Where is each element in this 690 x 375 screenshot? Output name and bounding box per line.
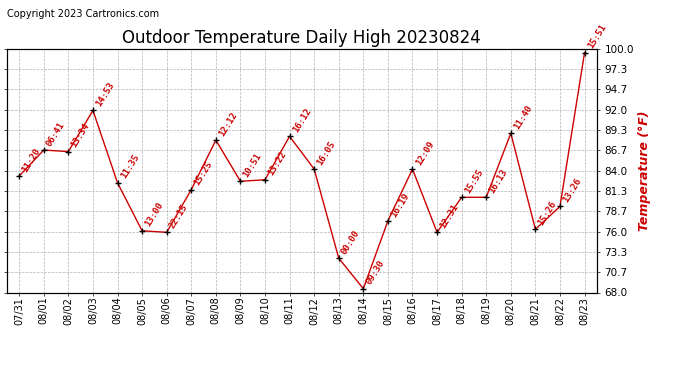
Text: 13:34: 13:34 bbox=[70, 122, 92, 149]
Text: 09:30: 09:30 bbox=[364, 259, 386, 286]
Text: 10:51: 10:51 bbox=[241, 152, 264, 179]
Title: Outdoor Temperature Daily High 20230824: Outdoor Temperature Daily High 20230824 bbox=[123, 29, 481, 47]
Text: 00:00: 00:00 bbox=[340, 228, 362, 256]
Text: 16:19: 16:19 bbox=[389, 191, 411, 219]
Text: 13:22: 13:22 bbox=[266, 150, 288, 177]
Y-axis label: Temperature (°F): Temperature (°F) bbox=[638, 110, 651, 231]
Text: 16:13: 16:13 bbox=[487, 168, 509, 195]
Text: 13:00: 13:00 bbox=[144, 201, 165, 228]
Text: 13:26: 13:26 bbox=[561, 177, 583, 204]
Text: 12:31: 12:31 bbox=[438, 202, 460, 230]
Text: 14:53: 14:53 bbox=[94, 81, 116, 108]
Text: 11:35: 11:35 bbox=[119, 153, 141, 180]
Text: 06:41: 06:41 bbox=[45, 120, 67, 148]
Text: 16:05: 16:05 bbox=[315, 139, 337, 167]
Text: 11:20: 11:20 bbox=[21, 146, 42, 174]
Text: 22:15: 22:15 bbox=[168, 202, 190, 230]
Text: 15:51: 15:51 bbox=[586, 23, 608, 50]
Text: 15:26: 15:26 bbox=[537, 200, 558, 227]
Text: 12:09: 12:09 bbox=[414, 139, 435, 167]
Text: 15:55: 15:55 bbox=[463, 168, 485, 195]
Text: 12:12: 12:12 bbox=[217, 110, 239, 138]
Text: 16:12: 16:12 bbox=[290, 106, 313, 134]
Text: Copyright 2023 Cartronics.com: Copyright 2023 Cartronics.com bbox=[7, 9, 159, 20]
Text: 11:40: 11:40 bbox=[512, 104, 534, 131]
Text: 15:25: 15:25 bbox=[193, 160, 215, 188]
